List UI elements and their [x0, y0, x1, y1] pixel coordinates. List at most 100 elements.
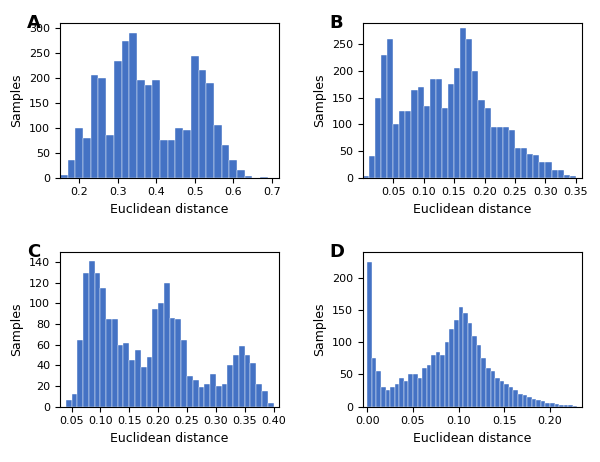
- Bar: [204, 384, 210, 407]
- Bar: [468, 323, 472, 407]
- Bar: [175, 319, 181, 407]
- Bar: [95, 273, 100, 407]
- Bar: [152, 80, 160, 178]
- Text: D: D: [330, 243, 345, 261]
- Bar: [100, 288, 106, 407]
- Bar: [418, 377, 422, 407]
- Bar: [112, 319, 118, 407]
- Bar: [570, 176, 576, 178]
- Bar: [477, 346, 481, 407]
- Bar: [381, 55, 387, 178]
- Bar: [250, 363, 256, 407]
- Bar: [106, 319, 112, 407]
- Bar: [170, 318, 175, 407]
- X-axis label: Euclidean distance: Euclidean distance: [110, 432, 229, 445]
- Bar: [454, 320, 458, 407]
- Bar: [183, 130, 191, 178]
- Bar: [245, 176, 253, 178]
- Bar: [412, 90, 418, 178]
- Bar: [409, 374, 413, 407]
- Bar: [214, 125, 221, 178]
- Bar: [545, 403, 550, 407]
- Bar: [427, 365, 431, 407]
- Y-axis label: Samples: Samples: [11, 303, 23, 356]
- Bar: [440, 355, 445, 407]
- Bar: [557, 170, 564, 178]
- Y-axis label: Samples: Samples: [313, 73, 326, 127]
- Bar: [486, 368, 491, 407]
- Bar: [500, 381, 505, 407]
- Bar: [168, 140, 175, 178]
- Text: A: A: [27, 14, 41, 32]
- Bar: [458, 307, 463, 407]
- Bar: [481, 358, 486, 407]
- Bar: [233, 355, 239, 407]
- Bar: [216, 386, 221, 407]
- Bar: [495, 377, 500, 407]
- Bar: [221, 146, 229, 178]
- Bar: [573, 406, 577, 407]
- Bar: [554, 404, 559, 407]
- Bar: [68, 160, 76, 178]
- Bar: [199, 71, 206, 178]
- Bar: [77, 340, 83, 407]
- Bar: [393, 124, 399, 178]
- Bar: [245, 355, 250, 407]
- Bar: [485, 109, 491, 178]
- Bar: [60, 175, 68, 178]
- Bar: [448, 85, 454, 178]
- Bar: [89, 261, 95, 407]
- Bar: [118, 345, 124, 407]
- Bar: [221, 384, 227, 407]
- Bar: [442, 109, 448, 178]
- Bar: [431, 355, 436, 407]
- Bar: [536, 400, 541, 407]
- Bar: [187, 376, 193, 407]
- Bar: [262, 391, 268, 407]
- Bar: [418, 87, 424, 178]
- Bar: [399, 111, 406, 178]
- Bar: [390, 387, 395, 407]
- Bar: [523, 395, 527, 407]
- Bar: [260, 177, 268, 178]
- Bar: [505, 384, 509, 407]
- Bar: [76, 128, 83, 178]
- Bar: [478, 100, 485, 178]
- Bar: [83, 138, 91, 178]
- Bar: [472, 71, 478, 178]
- Bar: [509, 387, 514, 407]
- Bar: [568, 405, 573, 407]
- Bar: [430, 79, 436, 178]
- Bar: [181, 340, 187, 407]
- Bar: [551, 170, 557, 178]
- Bar: [375, 98, 381, 178]
- X-axis label: Euclidean distance: Euclidean distance: [110, 203, 229, 216]
- X-axis label: Euclidean distance: Euclidean distance: [413, 203, 532, 216]
- Bar: [114, 61, 122, 178]
- Bar: [545, 162, 551, 178]
- Bar: [137, 80, 145, 178]
- Bar: [160, 140, 168, 178]
- Bar: [129, 33, 137, 178]
- Bar: [541, 401, 545, 407]
- Bar: [564, 405, 568, 407]
- Bar: [106, 135, 114, 178]
- Bar: [376, 371, 381, 407]
- Bar: [422, 368, 427, 407]
- Bar: [146, 357, 152, 407]
- Bar: [424, 106, 430, 178]
- Bar: [199, 387, 204, 407]
- Bar: [395, 384, 399, 407]
- Text: B: B: [330, 14, 343, 32]
- Bar: [129, 360, 135, 407]
- Bar: [491, 127, 497, 178]
- Bar: [239, 346, 245, 407]
- Bar: [135, 350, 141, 407]
- Bar: [66, 401, 71, 407]
- Bar: [367, 261, 372, 407]
- Bar: [145, 85, 152, 178]
- Bar: [141, 367, 146, 407]
- Bar: [533, 155, 539, 178]
- Bar: [387, 39, 393, 178]
- Bar: [206, 83, 214, 178]
